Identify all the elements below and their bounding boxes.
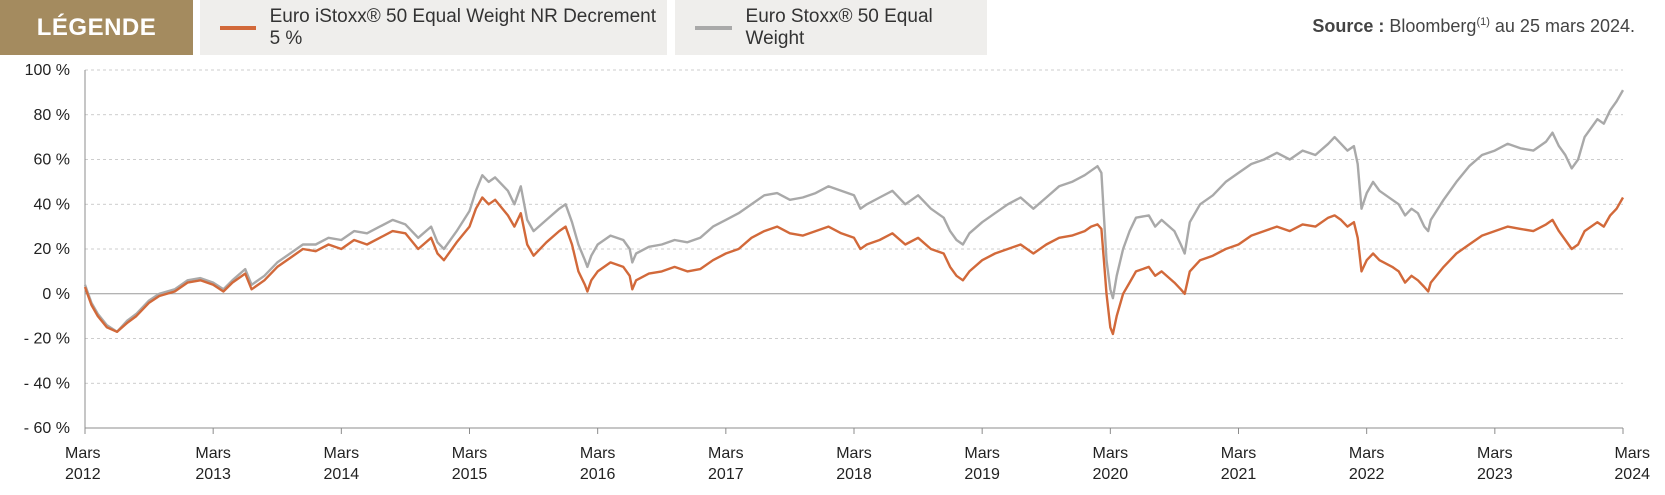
series-line-equal-weight xyxy=(83,89,1625,333)
line-chart: 100 % 80 % 60 % 40 % 20 % 0 % - 20 % - 40 % - 60… xyxy=(24,62,1650,483)
x-tick-label-year: 2018 xyxy=(836,466,872,483)
x-tick-label-year: 2019 xyxy=(964,466,1000,483)
y-tick-label: - 60 % xyxy=(24,420,70,437)
x-tick-label-month: Mars xyxy=(324,445,360,462)
legend-swatch-decrement xyxy=(220,25,256,30)
y-tick-label: 100 % xyxy=(25,62,70,79)
x-tick-label-month: Mars xyxy=(195,445,231,462)
y-tick-label: 0 % xyxy=(42,286,70,303)
source-note: Source : Bloomberg(1) au 25 mars 2024. xyxy=(1312,16,1635,37)
x-tick-label-month: Mars xyxy=(1093,445,1129,462)
x-tick-label-year: 2013 xyxy=(195,466,231,483)
y-tick-label: - 40 % xyxy=(24,375,70,392)
x-tick-label-month: Mars xyxy=(65,445,101,462)
legend-item-decrement: Euro iStoxx® 50 Equal Weight NR Decremen… xyxy=(200,0,667,55)
y-tick-label: 40 % xyxy=(34,196,70,213)
x-tick-label-month: Mars xyxy=(836,445,872,462)
x-tick-label-year: 2012 xyxy=(65,466,101,483)
legend: LÉGENDE Euro iStoxx® 50 Equal Weight NR … xyxy=(0,0,1665,55)
x-tick-label-year: 2020 xyxy=(1093,466,1129,483)
y-tick-label: - 20 % xyxy=(24,331,70,348)
legend-item-equal-weight: Euro Stoxx® 50 Equal Weight xyxy=(675,0,987,55)
x-tick-label-month: Mars xyxy=(452,445,488,462)
y-tick-label: 20 % xyxy=(34,241,70,258)
series-line-decrement xyxy=(83,196,1625,336)
x-tick-label-month: Mars xyxy=(708,445,744,462)
x-tick-label-year: 2016 xyxy=(580,466,616,483)
x-tick-label-year: 2023 xyxy=(1477,466,1513,483)
x-tick-label-year: 2015 xyxy=(452,466,488,483)
x-tick-label-year: 2021 xyxy=(1221,466,1257,483)
x-tick-label-year: 2024 xyxy=(1614,466,1650,483)
x-tick-label-year: 2022 xyxy=(1349,466,1385,483)
x-tick-label-year: 2017 xyxy=(708,466,744,483)
source-label: Source : xyxy=(1312,16,1385,36)
legend-title: LÉGENDE xyxy=(0,0,193,55)
source-suffix: au 25 mars 2024. xyxy=(1489,16,1635,36)
x-tick-label-month: Mars xyxy=(964,445,1000,462)
source-text: Bloomberg xyxy=(1384,16,1477,36)
y-tick-label: 80 % xyxy=(34,107,70,124)
x-tick-label-month: Mars xyxy=(1349,445,1385,462)
legend-label-decrement: Euro iStoxx® 50 Equal Weight NR Decremen… xyxy=(269,5,657,49)
legend-swatch-equal-weight xyxy=(695,25,732,30)
x-tick-label-month: Mars xyxy=(580,445,616,462)
x-tick-label-month: Mars xyxy=(1614,445,1650,462)
x-tick-label-month: Mars xyxy=(1221,445,1257,462)
x-tick-label-month: Mars xyxy=(1477,445,1513,462)
source-footnote-ref: (1) xyxy=(1476,16,1490,28)
y-tick-label: 60 % xyxy=(34,152,70,169)
legend-label-equal-weight: Euro Stoxx® 50 Equal Weight xyxy=(745,5,933,49)
x-tick-label-year: 2014 xyxy=(324,466,360,483)
